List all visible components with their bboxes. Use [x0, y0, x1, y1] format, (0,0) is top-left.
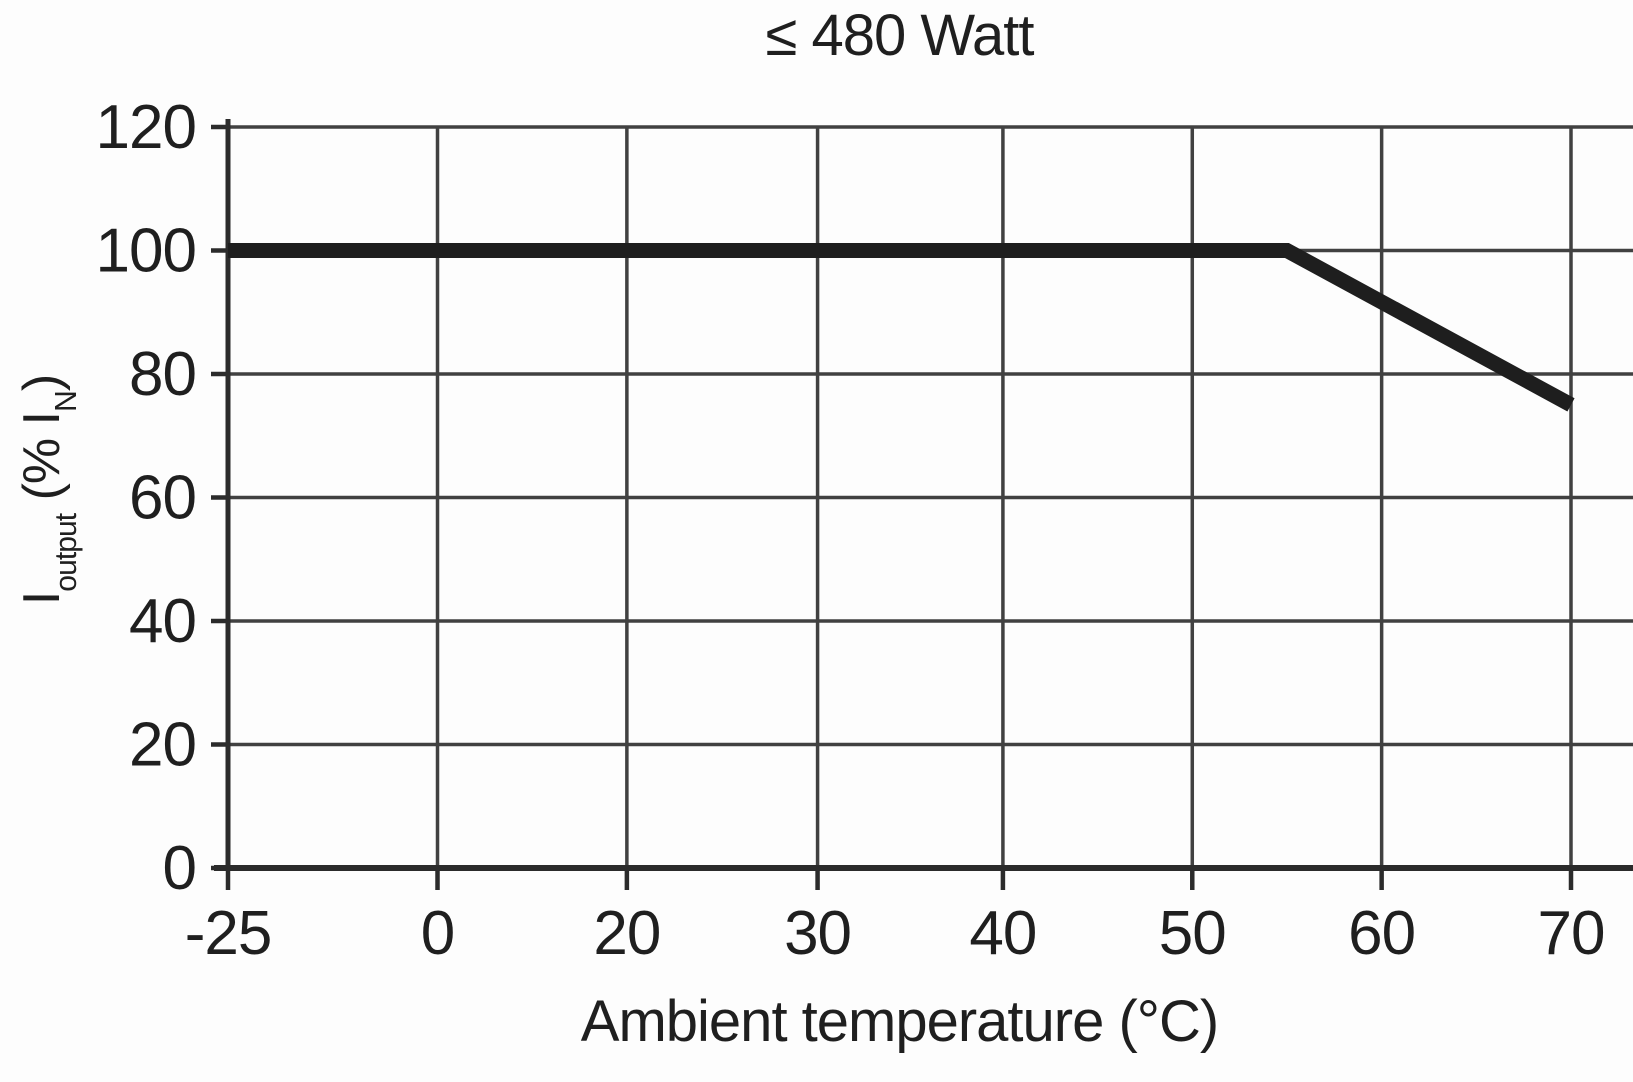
- svg-text:50: 50: [1159, 899, 1226, 968]
- x-axis-label: Ambient temperature (°C): [580, 989, 1219, 1054]
- svg-text:0: 0: [421, 899, 454, 968]
- svg-text:70: 70: [1538, 899, 1605, 968]
- svg-text:120: 120: [96, 93, 196, 162]
- svg-text:40: 40: [969, 899, 1036, 968]
- svg-text:30: 30: [784, 899, 851, 968]
- svg-text:80: 80: [129, 340, 196, 409]
- series-output-current-derating: [228, 243, 1575, 412]
- svg-text:40: 40: [129, 587, 196, 656]
- svg-text:60: 60: [129, 464, 196, 533]
- chart-title: ≤ 480 Watt: [765, 3, 1035, 68]
- svg-text:20: 20: [129, 711, 196, 780]
- svg-text:-25: -25: [185, 899, 272, 968]
- svg-text:20: 20: [593, 899, 660, 968]
- svg-text:60: 60: [1348, 899, 1415, 968]
- svg-text:100: 100: [96, 217, 196, 286]
- svg-text:0: 0: [163, 834, 196, 903]
